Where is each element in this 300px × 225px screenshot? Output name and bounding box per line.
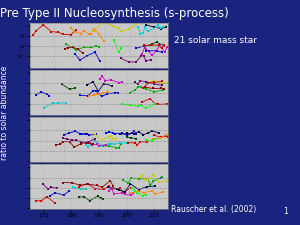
Text: Rauscher et al. (2002): Rauscher et al. (2002)	[171, 205, 256, 214]
Text: ratio to solar abundance: ratio to solar abundance	[0, 65, 9, 160]
Text: 1: 1	[283, 207, 288, 216]
Text: Pre Type II Nucleosynthesis (s-process): Pre Type II Nucleosynthesis (s-process)	[0, 7, 228, 20]
Text: 21 solar mass star: 21 solar mass star	[174, 36, 257, 45]
